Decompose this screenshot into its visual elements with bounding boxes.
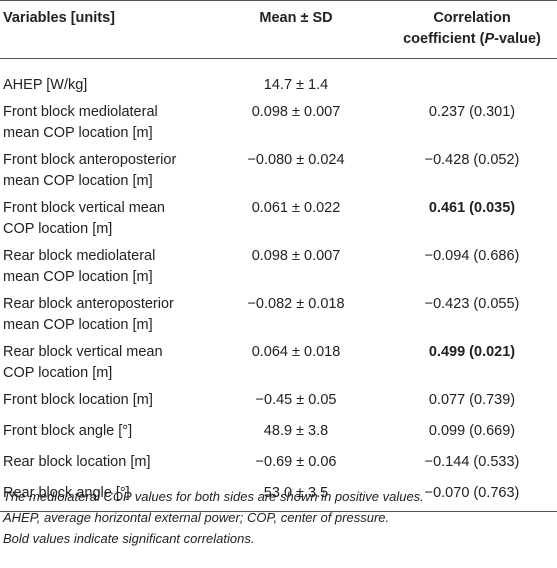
corr-cell: −0.094 (0.686) [424, 248, 520, 264]
corr-cell: −0.070 (0.763) [387, 480, 557, 512]
corr-cell-significant: 0.499 (0.021) [428, 344, 516, 360]
variable-line1: Front block vertical mean [3, 200, 165, 216]
corr-cell [387, 59, 557, 100]
variable-cell: Front block vertical mean COP location [m… [0, 195, 205, 243]
corr-cell: 0.099 (0.669) [428, 423, 516, 439]
table-row: Rear block mediolateral mean COP location… [0, 243, 557, 291]
header-correlation: Correlation coefficient (P-value) [387, 0, 557, 59]
variable-cell: Rear block anteroposterior mean COP locat… [0, 291, 205, 339]
variable-line1: Front block angle [°] [3, 423, 133, 439]
mean-cell: −0.45 ± 0.05 [255, 392, 337, 408]
corr-cell-significant: 0.461 (0.035) [428, 200, 516, 216]
header-variables: Variables [units] [0, 0, 205, 59]
variable-line1: Front block anteroposterior [3, 152, 177, 168]
variable-cell: Rear block vertical mean COP location [m] [0, 339, 205, 387]
table-row: Rear block anteroposterior mean COP locat… [0, 291, 557, 339]
table-row: Front block angle [°] 48.9 ± 3.8 0.099 (… [0, 418, 557, 449]
corr-cell: −0.144 (0.533) [424, 454, 520, 470]
header-correlation-post: -value) [494, 31, 541, 47]
table-row: Rear block vertical mean COP location [m]… [0, 339, 557, 387]
variable-line1: Rear block location [m] [3, 454, 151, 470]
variable-line2: mean COP location [m] [3, 269, 153, 285]
header-correlation-line2: coefficient (P-value) [391, 29, 553, 50]
variable-cell: Rear block angle [°] [0, 480, 205, 512]
footnote: AHEP, average horizontal external power;… [3, 510, 390, 525]
table-row: Rear block location [m] −0.69 ± 0.06 −0.… [0, 449, 557, 480]
footnote: Bold values indicate significant correla… [3, 531, 255, 546]
variable-line2: mean COP location [m] [3, 173, 153, 189]
footnote: The mediolateral COP values for both sid… [3, 489, 424, 504]
corr-cell: 0.077 (0.739) [428, 392, 516, 408]
mean-cell: −0.082 ± 0.018 [247, 296, 345, 312]
mean-cell: 0.064 ± 0.018 [251, 344, 341, 360]
header-correlation-p: P [484, 31, 495, 47]
variable-cell: Front block angle [°] [0, 418, 205, 449]
header-mean-sd: Mean ± SD [205, 0, 387, 59]
variable-line1: Rear block mediolateral [3, 248, 156, 264]
corr-cell: −0.428 (0.052) [424, 152, 520, 168]
variable-cell: Rear block location [m] [0, 449, 205, 480]
variable-cell: Front block location [m] [0, 387, 205, 418]
variable-line2: COP location [m] [3, 221, 113, 237]
variable-line1: Rear block angle [°] [3, 485, 130, 501]
variable-cell: Front block anteroposterior mean COP loca… [0, 147, 205, 195]
data-table: Variables [units] Mean ± SD Correlation … [0, 0, 557, 512]
variable-line2: COP location [m] [3, 365, 113, 381]
variable-line2: mean COP location [m] [3, 317, 153, 333]
corr-cell: 0.237 (0.301) [428, 104, 516, 120]
mean-cell: 0.098 ± 0.007 [251, 104, 341, 120]
variable-line1: Front block mediolateral [3, 104, 158, 120]
variable-line1: AHEP [W/kg] [3, 77, 88, 93]
table-row: Front block mediolateral mean COP locatio… [0, 99, 557, 147]
table-row: Front block location [m] −0.45 ± 0.05 0.… [0, 387, 557, 418]
header-correlation-pre: coefficient ( [403, 31, 485, 47]
mean-cell: −0.080 ± 0.024 [247, 152, 345, 168]
table-row: Front block anteroposterior mean COP loca… [0, 147, 557, 195]
table-row: Front block vertical mean COP location [m… [0, 195, 557, 243]
variable-cell: Rear block mediolateral mean COP location… [0, 243, 205, 291]
mean-cell: 0.061 ± 0.022 [251, 200, 341, 216]
header-correlation-line1: Correlation [433, 10, 511, 26]
variable-cell: AHEP [W/kg] [0, 59, 205, 100]
variable-line1: Front block location [m] [3, 392, 153, 408]
variable-cell: Front block mediolateral mean COP locatio… [0, 99, 205, 147]
mean-cell: 0.098 ± 0.007 [251, 248, 341, 264]
corr-cell: −0.423 (0.055) [424, 296, 520, 312]
header-row: Variables [units] Mean ± SD Correlation … [0, 0, 557, 59]
table-footnotes: The mediolateral COP values for both sid… [3, 486, 424, 549]
mean-cell: 14.7 ± 1.4 [263, 77, 329, 93]
variable-line2: mean COP location [m] [3, 125, 153, 141]
mean-cell: 53.0 ± 3.5 [205, 480, 387, 512]
variable-line1: Rear block vertical mean [3, 344, 163, 360]
mean-cell: −0.69 ± 0.06 [255, 454, 337, 470]
table-row: Rear block angle [°] 53.0 ± 3.5 −0.070 (… [0, 480, 557, 512]
table-row: AHEP [W/kg] 14.7 ± 1.4 [0, 59, 557, 100]
mean-cell: 48.9 ± 3.8 [263, 423, 329, 439]
variable-line1: Rear block anteroposterior [3, 296, 174, 312]
